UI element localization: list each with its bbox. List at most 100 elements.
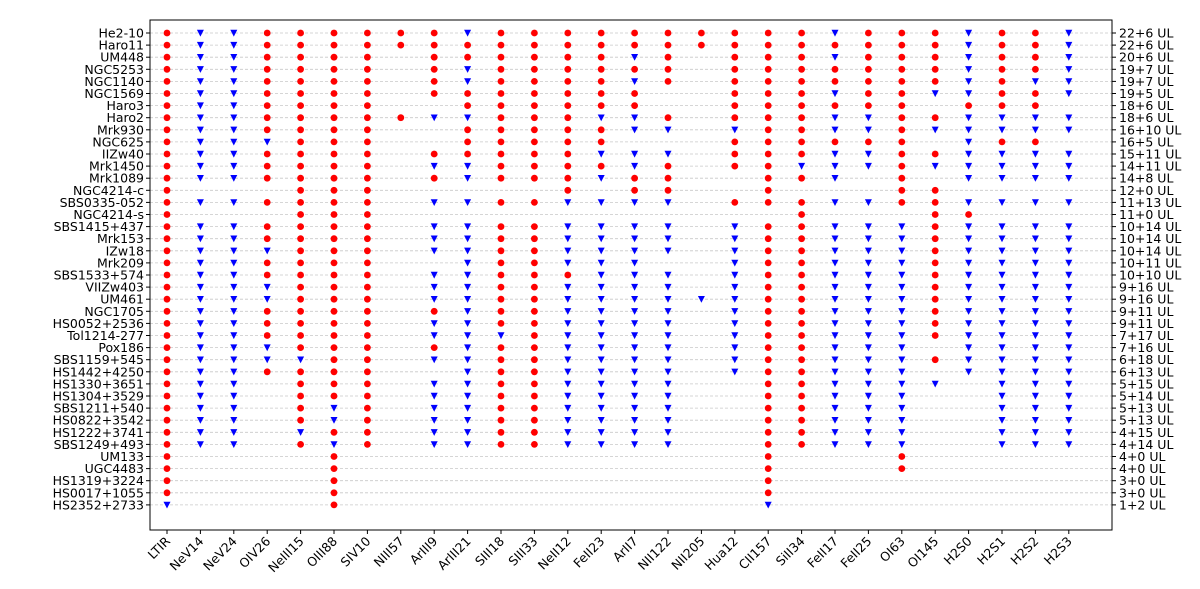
upper-limit-point: [664, 392, 672, 400]
detection-point: [998, 65, 1006, 73]
upper-limit-point: [1065, 150, 1073, 158]
upper-limit-point: [1065, 126, 1073, 134]
upper-limit-point: [464, 235, 472, 243]
upper-limit-point: [631, 78, 639, 85]
line-label: H2S1: [974, 534, 1008, 568]
detection-point: [497, 138, 505, 146]
upper-limit-point: [1065, 66, 1073, 73]
upper-limit-point: [631, 259, 639, 267]
detection-point: [163, 441, 171, 448]
detection-point: [798, 223, 805, 231]
upper-limit-point: [965, 66, 973, 73]
upper-limit-point: [597, 271, 605, 279]
detection-point: [330, 53, 338, 61]
count-label: 6+13 UL: [1119, 364, 1173, 379]
detection-point: [297, 53, 304, 61]
upper-limit-point: [163, 501, 171, 509]
detection-point: [764, 295, 772, 303]
upper-limit-point: [631, 223, 639, 231]
detection-point: [564, 138, 572, 146]
upper-limit-point: [831, 380, 839, 388]
upper-limit-point: [196, 429, 204, 436]
upper-limit-point: [430, 392, 438, 400]
upper-limit-point: [597, 283, 605, 291]
upper-limit-point: [1065, 332, 1073, 340]
upper-limit-point: [831, 175, 839, 182]
upper-limit-point: [1031, 199, 1039, 206]
detection-point: [497, 65, 505, 73]
detection-point: [531, 174, 538, 182]
detection-point: [297, 247, 304, 255]
detection-point: [865, 78, 872, 85]
detection-point: [664, 53, 672, 61]
detection-point: [263, 41, 271, 49]
detection-point: [898, 53, 906, 61]
upper-limit-point: [898, 441, 906, 448]
upper-limit-point: [430, 296, 438, 303]
upper-limit-point: [731, 259, 739, 267]
upper-limit-point: [230, 90, 238, 98]
count-label: 22+6 UL: [1119, 38, 1173, 53]
upper-limit-point: [965, 296, 973, 303]
count-label: 1+2 UL: [1119, 497, 1166, 512]
count-label: 10+10 UL: [1119, 268, 1181, 283]
detection-point: [1032, 65, 1039, 73]
detection-point: [597, 126, 605, 134]
upper-limit-point: [230, 308, 238, 315]
detection-point: [898, 199, 906, 206]
upper-limit-point: [230, 344, 238, 352]
galaxy-label: Mrk1450: [89, 159, 144, 174]
upper-limit-point: [196, 90, 204, 98]
upper-limit-point: [597, 308, 605, 315]
upper-limit-point: [864, 247, 872, 255]
detection-point: [664, 78, 672, 85]
upper-limit-point: [831, 271, 839, 279]
detection-point: [364, 211, 371, 218]
upper-limit-point: [1031, 78, 1039, 85]
detection-point: [497, 223, 505, 231]
galaxy-label: HS1330+3651: [53, 376, 144, 391]
upper-limit-point: [864, 344, 872, 352]
galaxy-label: Haro11: [99, 38, 144, 53]
upper-limit-point: [263, 344, 271, 352]
line-label: NII205: [668, 534, 707, 573]
upper-limit-point: [631, 344, 639, 352]
upper-limit-point: [230, 175, 238, 182]
detection-point: [297, 186, 304, 194]
detection-point: [597, 53, 605, 61]
count-label: 15+11 UL: [1119, 147, 1181, 162]
upper-limit-point: [564, 404, 572, 412]
upper-limit-point: [965, 175, 973, 182]
detection-point: [330, 247, 338, 255]
detection-point: [364, 126, 371, 134]
upper-limit-point: [864, 392, 872, 400]
upper-limit-point: [564, 344, 572, 352]
upper-limit-point: [464, 296, 472, 303]
detection-point: [163, 332, 171, 339]
upper-limit-point: [965, 54, 973, 61]
upper-limit-point: [831, 417, 839, 424]
upper-limit-point: [430, 380, 438, 388]
detection-point: [764, 344, 772, 351]
detection-point: [364, 307, 371, 315]
galaxy-label: VIIZw403: [85, 280, 144, 295]
upper-limit-point: [664, 404, 672, 412]
detection-point: [798, 428, 805, 436]
upper-limit-point: [464, 392, 472, 400]
detection-point: [297, 102, 304, 109]
detection-point: [764, 416, 772, 424]
upper-limit-point: [464, 66, 472, 73]
detection-point: [764, 477, 772, 485]
detection-point: [764, 223, 772, 231]
detection-point: [330, 41, 338, 49]
upper-limit-point: [1031, 308, 1039, 315]
detection-point: [564, 90, 572, 97]
detection-point: [263, 199, 271, 206]
detection-point: [364, 41, 371, 49]
detection-point: [798, 320, 805, 327]
galaxy-label: UM133: [100, 449, 144, 464]
detection-point: [931, 283, 939, 291]
galaxy-label: Pox186: [98, 340, 144, 355]
upper-limit-point: [1065, 175, 1073, 182]
